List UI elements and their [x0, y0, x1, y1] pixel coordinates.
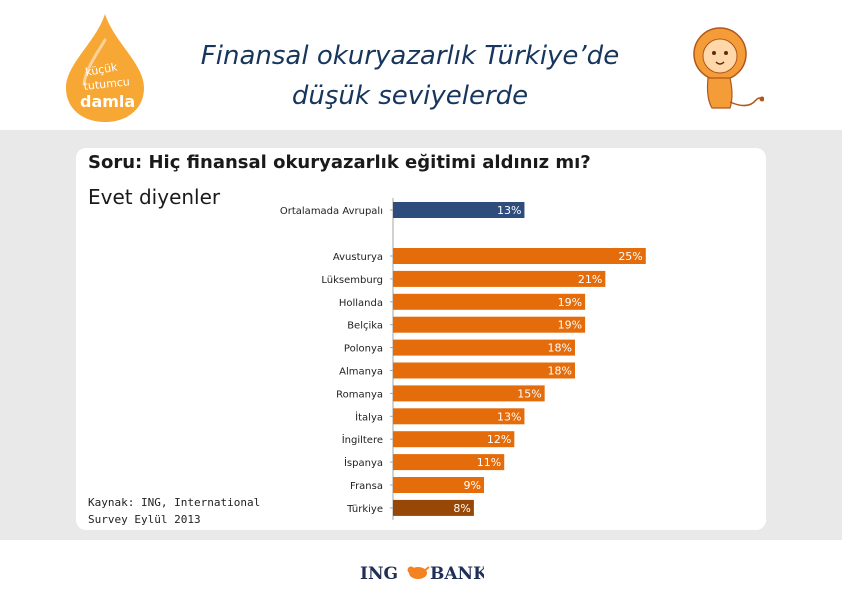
logo-text-2: tutumcu: [83, 75, 130, 93]
bar: [393, 248, 646, 264]
source-note: Kaynak: ING, International Survey Eylül …: [88, 496, 261, 526]
value-label: 8%: [453, 502, 470, 515]
bar: [393, 316, 586, 333]
ing-lion-icon: [407, 566, 430, 579]
value-label: 15%: [517, 387, 541, 400]
title-line-2: düşük seviyelerde: [291, 81, 529, 111]
chart-subtitle: Evet diyenler: [88, 185, 221, 209]
bar: [393, 477, 484, 493]
lion-mascot-icon: [693, 27, 764, 109]
ing-bank-logo: ING BANK: [360, 564, 484, 584]
ing-logo-text: ING: [360, 564, 398, 584]
kucuk-tutumcu-damla-logo: küçük tutumcu damla: [66, 14, 144, 122]
value-label: 25%: [618, 250, 642, 263]
category-label: İtalya: [355, 410, 383, 423]
category-label: İngiltere: [342, 433, 383, 446]
bar: [393, 454, 505, 471]
value-label: 13%: [497, 410, 521, 423]
value-label: 13%: [497, 204, 521, 217]
value-label: 21%: [578, 273, 602, 286]
category-label: Fransa: [350, 481, 383, 492]
survey-question: Soru: Hiç finansal okuryazarlık eğitimi …: [88, 152, 591, 173]
value-label: 18%: [548, 342, 572, 355]
bar: [393, 270, 606, 287]
category-label: Lüksemburg: [321, 275, 383, 286]
bar: [393, 408, 525, 425]
bar: [393, 339, 575, 356]
title-line-1: Finansal okuryazarlık Türkiye’de: [200, 41, 620, 71]
category-label: Romanya: [336, 389, 383, 400]
bar: [393, 385, 545, 402]
category-label: Ortalamada Avrupalı: [280, 206, 383, 217]
value-label: 11%: [477, 456, 501, 469]
bar-chart: Ortalamada Avrupalı 13% Avusturya 25% Lüksem…: [280, 198, 646, 520]
value-label: 19%: [558, 319, 582, 332]
category-label: Avusturya: [333, 252, 383, 263]
bar: [393, 202, 525, 218]
bar: [393, 431, 515, 448]
category-label: İspanya: [344, 456, 383, 469]
bar: [393, 293, 586, 310]
page-title: Finansal okuryazarlık Türkiye’de düşük s…: [120, 36, 700, 116]
category-label: Polonya: [344, 344, 383, 355]
category-label: Almanya: [339, 367, 383, 378]
category-label: Belçika: [347, 321, 383, 332]
value-label: 9%: [464, 479, 481, 492]
bar: [393, 499, 474, 516]
logo-text-1: küçük: [84, 60, 119, 79]
bar: [393, 362, 575, 379]
logo-text-3: damla: [80, 92, 135, 111]
category-label: Hollanda: [339, 298, 383, 309]
bank-logo-text: BANK: [430, 564, 484, 584]
category-label: Türkiye: [346, 504, 383, 515]
value-label: 18%: [548, 365, 572, 378]
value-label: 19%: [558, 296, 582, 309]
value-label: 12%: [487, 433, 511, 446]
